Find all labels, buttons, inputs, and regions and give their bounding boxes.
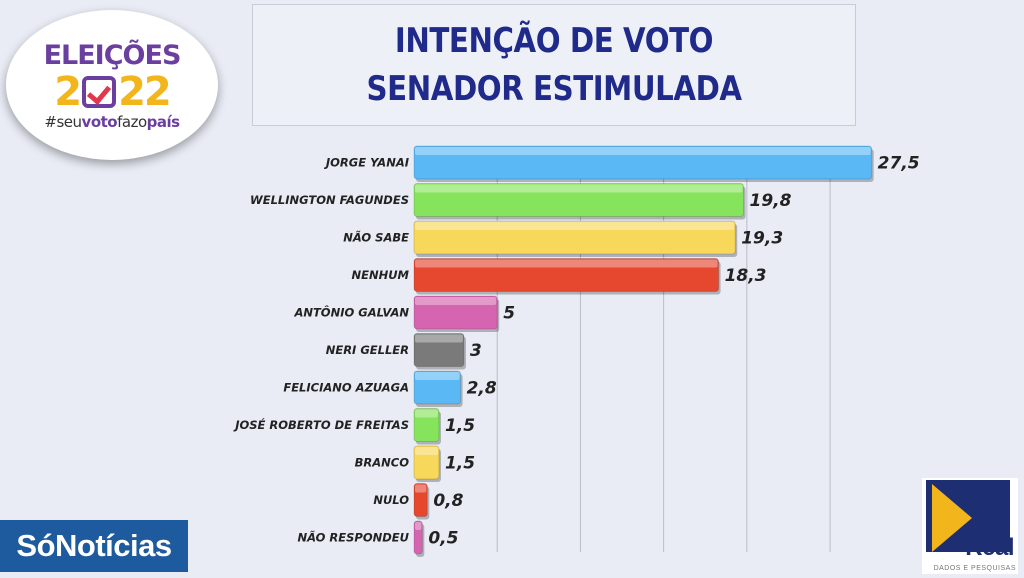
bar-highlight: [415, 147, 871, 155]
category-label: FELICIANO AZUAGA: [283, 381, 409, 395]
category-label: WELLINGTON FAGUNDES: [250, 193, 409, 207]
bar: [413, 220, 736, 255]
real-chevron-icon: [926, 480, 1010, 552]
category-label: BRANCO: [355, 456, 410, 470]
logo-year: 2 22: [54, 68, 172, 115]
bar-highlight: [415, 184, 743, 193]
category-label: ANTÔNIO GALVAN: [293, 305, 409, 320]
value-label: 2,8: [467, 379, 497, 399]
bar-highlight: [415, 297, 497, 305]
real-pesquisas-logo: Real DADOS E PESQUISAS: [922, 478, 1018, 574]
bar-highlight: [415, 372, 460, 380]
value-label: 27,5: [878, 154, 920, 174]
value-label: 1,5: [445, 454, 475, 474]
real-logo-name: Real: [965, 534, 1014, 561]
bar-highlight: [415, 334, 463, 343]
chart-title-line1: INTENÇÃO DE VOTO: [394, 21, 714, 61]
logo-eleicoes-text: ELEIÇÕES: [43, 39, 182, 71]
value-label: 5: [503, 304, 515, 324]
value-label: 3: [470, 341, 482, 361]
value-label: 18,3: [725, 266, 767, 286]
bar: [413, 295, 498, 330]
chart-title-box: INTENÇÃO DE VOTO SENADOR ESTIMULADA: [252, 4, 856, 126]
logo-year-right: 22: [118, 68, 172, 115]
bar: [413, 408, 440, 442]
value-label: 19,8: [750, 191, 792, 211]
bar: [413, 145, 873, 180]
value-label: 0,8: [433, 491, 463, 511]
category-label: NULO: [373, 493, 409, 507]
real-logo-subtitle: DADOS E PESQUISAS: [933, 565, 1016, 572]
category-label: NÃO RESPONDEU: [297, 530, 409, 545]
value-label: 19,3: [741, 229, 783, 249]
bar: [413, 483, 428, 517]
bar-highlight: [415, 484, 427, 493]
category-label: JOSÉ ROBERTO DE FREITAS: [233, 417, 409, 432]
bar: [413, 333, 465, 367]
category-label: NENHUM: [351, 268, 409, 282]
logo-hashtag: #seuvotofazopaís: [44, 112, 180, 131]
value-label: 1,5: [445, 416, 475, 436]
bar: [413, 520, 423, 555]
category-label: JORGE YANAI: [324, 156, 410, 170]
bar-highlight: [415, 259, 718, 268]
bar: [413, 370, 462, 405]
eleicoes-2022-logo: ELEIÇÕES 2 22 #seuvotofazopaís: [6, 10, 218, 160]
bar: [413, 445, 440, 480]
sonoticias-logo: SóNotícias: [0, 520, 188, 572]
logo-year-left: 2: [54, 68, 82, 115]
chart-title-line2: SENADOR ESTIMULADA: [366, 69, 742, 109]
bar-highlight: [415, 222, 735, 230]
category-label: NERI GELLER: [326, 343, 409, 357]
bar: [413, 183, 745, 217]
bar-highlight: [415, 447, 438, 455]
value-label: 0,5: [428, 529, 458, 549]
ballot-check-icon: [82, 75, 117, 108]
category-label: NÃO SABE: [343, 230, 409, 245]
bar: [413, 258, 720, 292]
bar-highlight: [415, 409, 438, 418]
bar-highlight: [415, 522, 422, 530]
